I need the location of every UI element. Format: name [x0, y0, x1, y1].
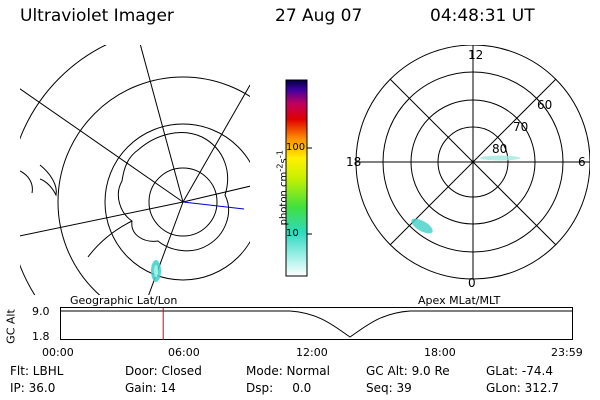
colorbar-tick-100: 100	[286, 142, 306, 153]
info-ip: IP: 36.0	[10, 381, 56, 395]
continent-coastline	[20, 170, 33, 194]
info-door: Door: Closed	[125, 364, 202, 378]
info-gain: Gain: 14	[125, 381, 176, 395]
time-tick-2359: 23:59	[551, 346, 583, 359]
antarctica-coastline	[117, 132, 230, 252]
aurora-patch-core	[154, 265, 158, 277]
info-mode: Mode: Normal	[246, 364, 330, 378]
mlt-label-18: 18	[346, 155, 362, 169]
altitude-plot	[60, 307, 573, 340]
lat-circle-2	[104, 123, 250, 281]
polar-map-label: Apex MLat/MLT	[418, 294, 501, 307]
altitude-ytick-low: 1.8	[32, 330, 50, 343]
lat-circle-1	[148, 167, 218, 237]
info-glat: GLat: -74.4	[486, 364, 553, 378]
mlat-label-60: 60	[537, 98, 553, 112]
info-dsp: Dsp: 0.0	[246, 381, 312, 395]
aurora-patch	[480, 155, 520, 161]
title-bar: Ultraviolet Imager 27 Aug 07 04:48:31 UT	[0, 0, 600, 40]
meridian-line	[148, 201, 184, 295]
info-gc-alt: GC Alt: 9.0 Re	[366, 364, 450, 378]
colorbar-axis-label: photon cm-2s-1	[274, 149, 290, 226]
altitude-plot-frame	[60, 307, 573, 340]
time-tick-1800: 18:00	[424, 346, 456, 359]
geographic-map	[20, 45, 250, 295]
meridian-line	[139, 45, 184, 203]
date-label: 27 Aug 07	[275, 6, 363, 26]
meridian-line	[182, 84, 250, 203]
meridian-line	[20, 88, 184, 203]
info-seq: Seq: 39	[366, 381, 412, 395]
time-tick-0000: 00:00	[42, 346, 74, 359]
mlat-label-80: 80	[492, 142, 508, 156]
colorbar-gradient	[285, 79, 308, 277]
sun-meridian-line	[182, 201, 245, 210]
lat-circle-4	[20, 45, 107, 295]
altitude-curve	[61, 310, 572, 338]
continent-coastline	[39, 164, 57, 197]
mlt-diagonal	[389, 78, 557, 246]
meridian-line	[20, 201, 184, 237]
time-tick-1200: 12:00	[296, 346, 328, 359]
info-filter: Flt: LBHL	[10, 364, 64, 378]
geo-map-label: Geographic Lat/Lon	[70, 294, 178, 307]
info-glon: GLon: 312.7	[486, 381, 559, 395]
instrument-title: Ultraviolet Imager	[20, 6, 174, 26]
time-label: 04:48:31 UT	[430, 6, 535, 26]
altitude-ytick-high: 9.0	[32, 305, 50, 318]
aurora-patch	[411, 218, 433, 234]
meridian-line	[182, 185, 250, 203]
mlt-label-6: 6	[578, 155, 586, 169]
mlat-label-70: 70	[513, 120, 529, 134]
mlt-label-12: 12	[468, 48, 484, 62]
mlt-label-0: 0	[468, 276, 476, 290]
colorbar-tick-10: 10	[286, 228, 299, 239]
altitude-ylabel: GC Alt	[4, 309, 18, 344]
colorbar	[285, 79, 312, 277]
time-tick-0600: 06:00	[168, 346, 200, 359]
lat-circle-3	[57, 76, 250, 295]
polar-map	[355, 45, 590, 280]
peninsula-coastline	[87, 220, 133, 258]
